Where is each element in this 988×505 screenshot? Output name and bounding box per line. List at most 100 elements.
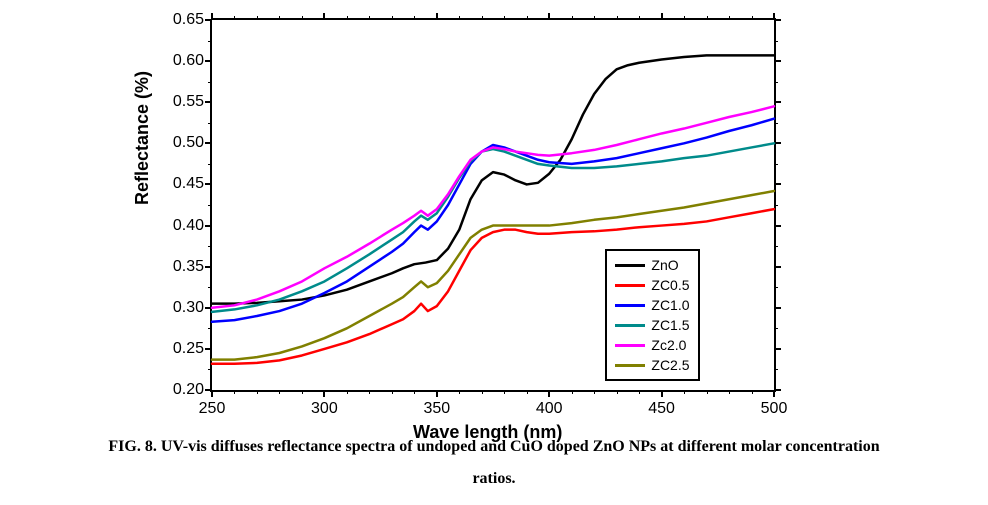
x-tick-top <box>548 13 550 20</box>
legend-item-ZC2.5: ZC2.5 <box>615 355 689 375</box>
x-minor-tick <box>639 390 640 394</box>
figure-caption-line2: ratios. <box>0 470 988 488</box>
x-tick-top <box>661 13 663 20</box>
x-tick <box>436 390 438 397</box>
y-minor-tick-right <box>774 164 778 165</box>
x-minor-tick <box>482 390 483 394</box>
caption-line2: ratios. <box>472 470 515 487</box>
x-minor-tick <box>369 390 370 394</box>
legend-item-ZC1.0: ZC1.0 <box>615 295 689 315</box>
y-minor-tick-right <box>774 246 778 247</box>
y-axis-right-line <box>774 20 776 392</box>
y-tick-label: 0.55 <box>164 93 204 111</box>
y-tick-label: 0.45 <box>164 175 204 193</box>
legend-swatch <box>615 284 645 287</box>
y-minor-tick-right <box>774 123 778 124</box>
y-tick-label: 0.60 <box>164 52 204 70</box>
y-tick <box>205 348 212 350</box>
figure-caption: FIG. 8. UV-vis diffuses reflectance spec… <box>0 438 988 456</box>
plot-area: 2503003504004505000.200.250.300.350.400.… <box>212 20 774 390</box>
y-tick <box>205 142 212 144</box>
y-tick-label: 0.65 <box>164 11 204 29</box>
y-tick-right <box>774 307 781 309</box>
legend-label: ZC0.5 <box>651 277 689 293</box>
x-tick <box>548 390 550 397</box>
x-tick-label: 500 <box>759 400 789 418</box>
legend-swatch <box>615 264 645 267</box>
x-minor-tick <box>594 390 595 394</box>
legend-swatch <box>615 324 645 327</box>
x-minor-tick <box>392 390 393 394</box>
x-minor-tick <box>234 390 235 394</box>
x-minor-tick <box>459 390 460 394</box>
y-tick <box>205 225 212 227</box>
x-minor-tick <box>729 390 730 394</box>
y-tick-label: 0.35 <box>164 258 204 276</box>
y-tick <box>205 101 212 103</box>
y-tick-label: 0.40 <box>164 217 204 235</box>
x-tick <box>773 390 775 397</box>
y-tick-label: 0.30 <box>164 299 204 317</box>
x-minor-tick <box>347 390 348 394</box>
y-minor-tick-right <box>774 287 778 288</box>
x-tick <box>211 390 213 397</box>
x-minor-tick <box>684 390 685 394</box>
legend-swatch <box>615 364 645 367</box>
legend-item-ZnO: ZnO <box>615 255 689 275</box>
y-tick-right <box>774 60 781 62</box>
x-tick-label: 300 <box>309 400 339 418</box>
y-minor-tick-right <box>774 41 778 42</box>
y-minor-tick-right <box>774 328 778 329</box>
y-tick <box>205 266 212 268</box>
x-minor-tick <box>752 390 753 394</box>
y-axis-title: Reflectance (%) <box>132 71 153 205</box>
y-tick <box>205 389 212 391</box>
x-minor-tick <box>302 390 303 394</box>
y-tick-right <box>774 266 781 268</box>
y-tick-right <box>774 389 781 391</box>
x-minor-tick <box>707 390 708 394</box>
x-tick-label: 350 <box>422 400 452 418</box>
legend-label: ZC1.0 <box>651 297 689 313</box>
legend-item-Zc2.0: Zc2.0 <box>615 335 689 355</box>
legend: ZnO ZC0.5 ZC1.0 ZC1.5 Zc2.0 ZC2.5 <box>605 249 699 381</box>
legend-item-ZC1.5: ZC1.5 <box>615 315 689 335</box>
x-tick-label: 400 <box>534 400 564 418</box>
legend-item-ZC0.5: ZC0.5 <box>615 275 689 295</box>
x-tick-label: 250 <box>197 400 227 418</box>
y-tick-right <box>774 19 781 21</box>
x-minor-tick <box>257 390 258 394</box>
x-minor-tick <box>617 390 618 394</box>
y-tick <box>205 183 212 185</box>
y-minor-tick-right <box>774 369 778 370</box>
x-tick <box>661 390 663 397</box>
figure-container: { "chart": { "type": "line", "background… <box>0 0 988 505</box>
x-minor-tick <box>414 390 415 394</box>
legend-label: ZC1.5 <box>651 317 689 333</box>
legend-label: Zc2.0 <box>651 337 686 353</box>
y-tick-label: 0.50 <box>164 134 204 152</box>
caption-line1: FIG. 8. UV-vis diffuses reflectance spec… <box>108 438 879 455</box>
legend-label: ZC2.5 <box>651 357 689 373</box>
y-tick-label: 0.20 <box>164 381 204 399</box>
legend-swatch <box>615 344 645 347</box>
x-minor-tick <box>527 390 528 394</box>
y-tick <box>205 60 212 62</box>
y-minor-tick-right <box>774 82 778 83</box>
x-axis-line <box>212 390 774 392</box>
y-tick-right <box>774 225 781 227</box>
y-tick-label: 0.25 <box>164 340 204 358</box>
legend-label: ZnO <box>651 257 678 273</box>
y-tick <box>205 19 212 21</box>
legend-swatch <box>615 304 645 307</box>
y-tick-right <box>774 183 781 185</box>
x-minor-tick <box>572 390 573 394</box>
x-minor-tick <box>504 390 505 394</box>
y-tick-right <box>774 101 781 103</box>
y-minor-tick-right <box>774 205 778 206</box>
x-tick-label: 450 <box>647 400 677 418</box>
x-tick-top <box>436 13 438 20</box>
x-tick-top <box>323 13 325 20</box>
x-minor-tick <box>279 390 280 394</box>
y-tick-right <box>774 348 781 350</box>
